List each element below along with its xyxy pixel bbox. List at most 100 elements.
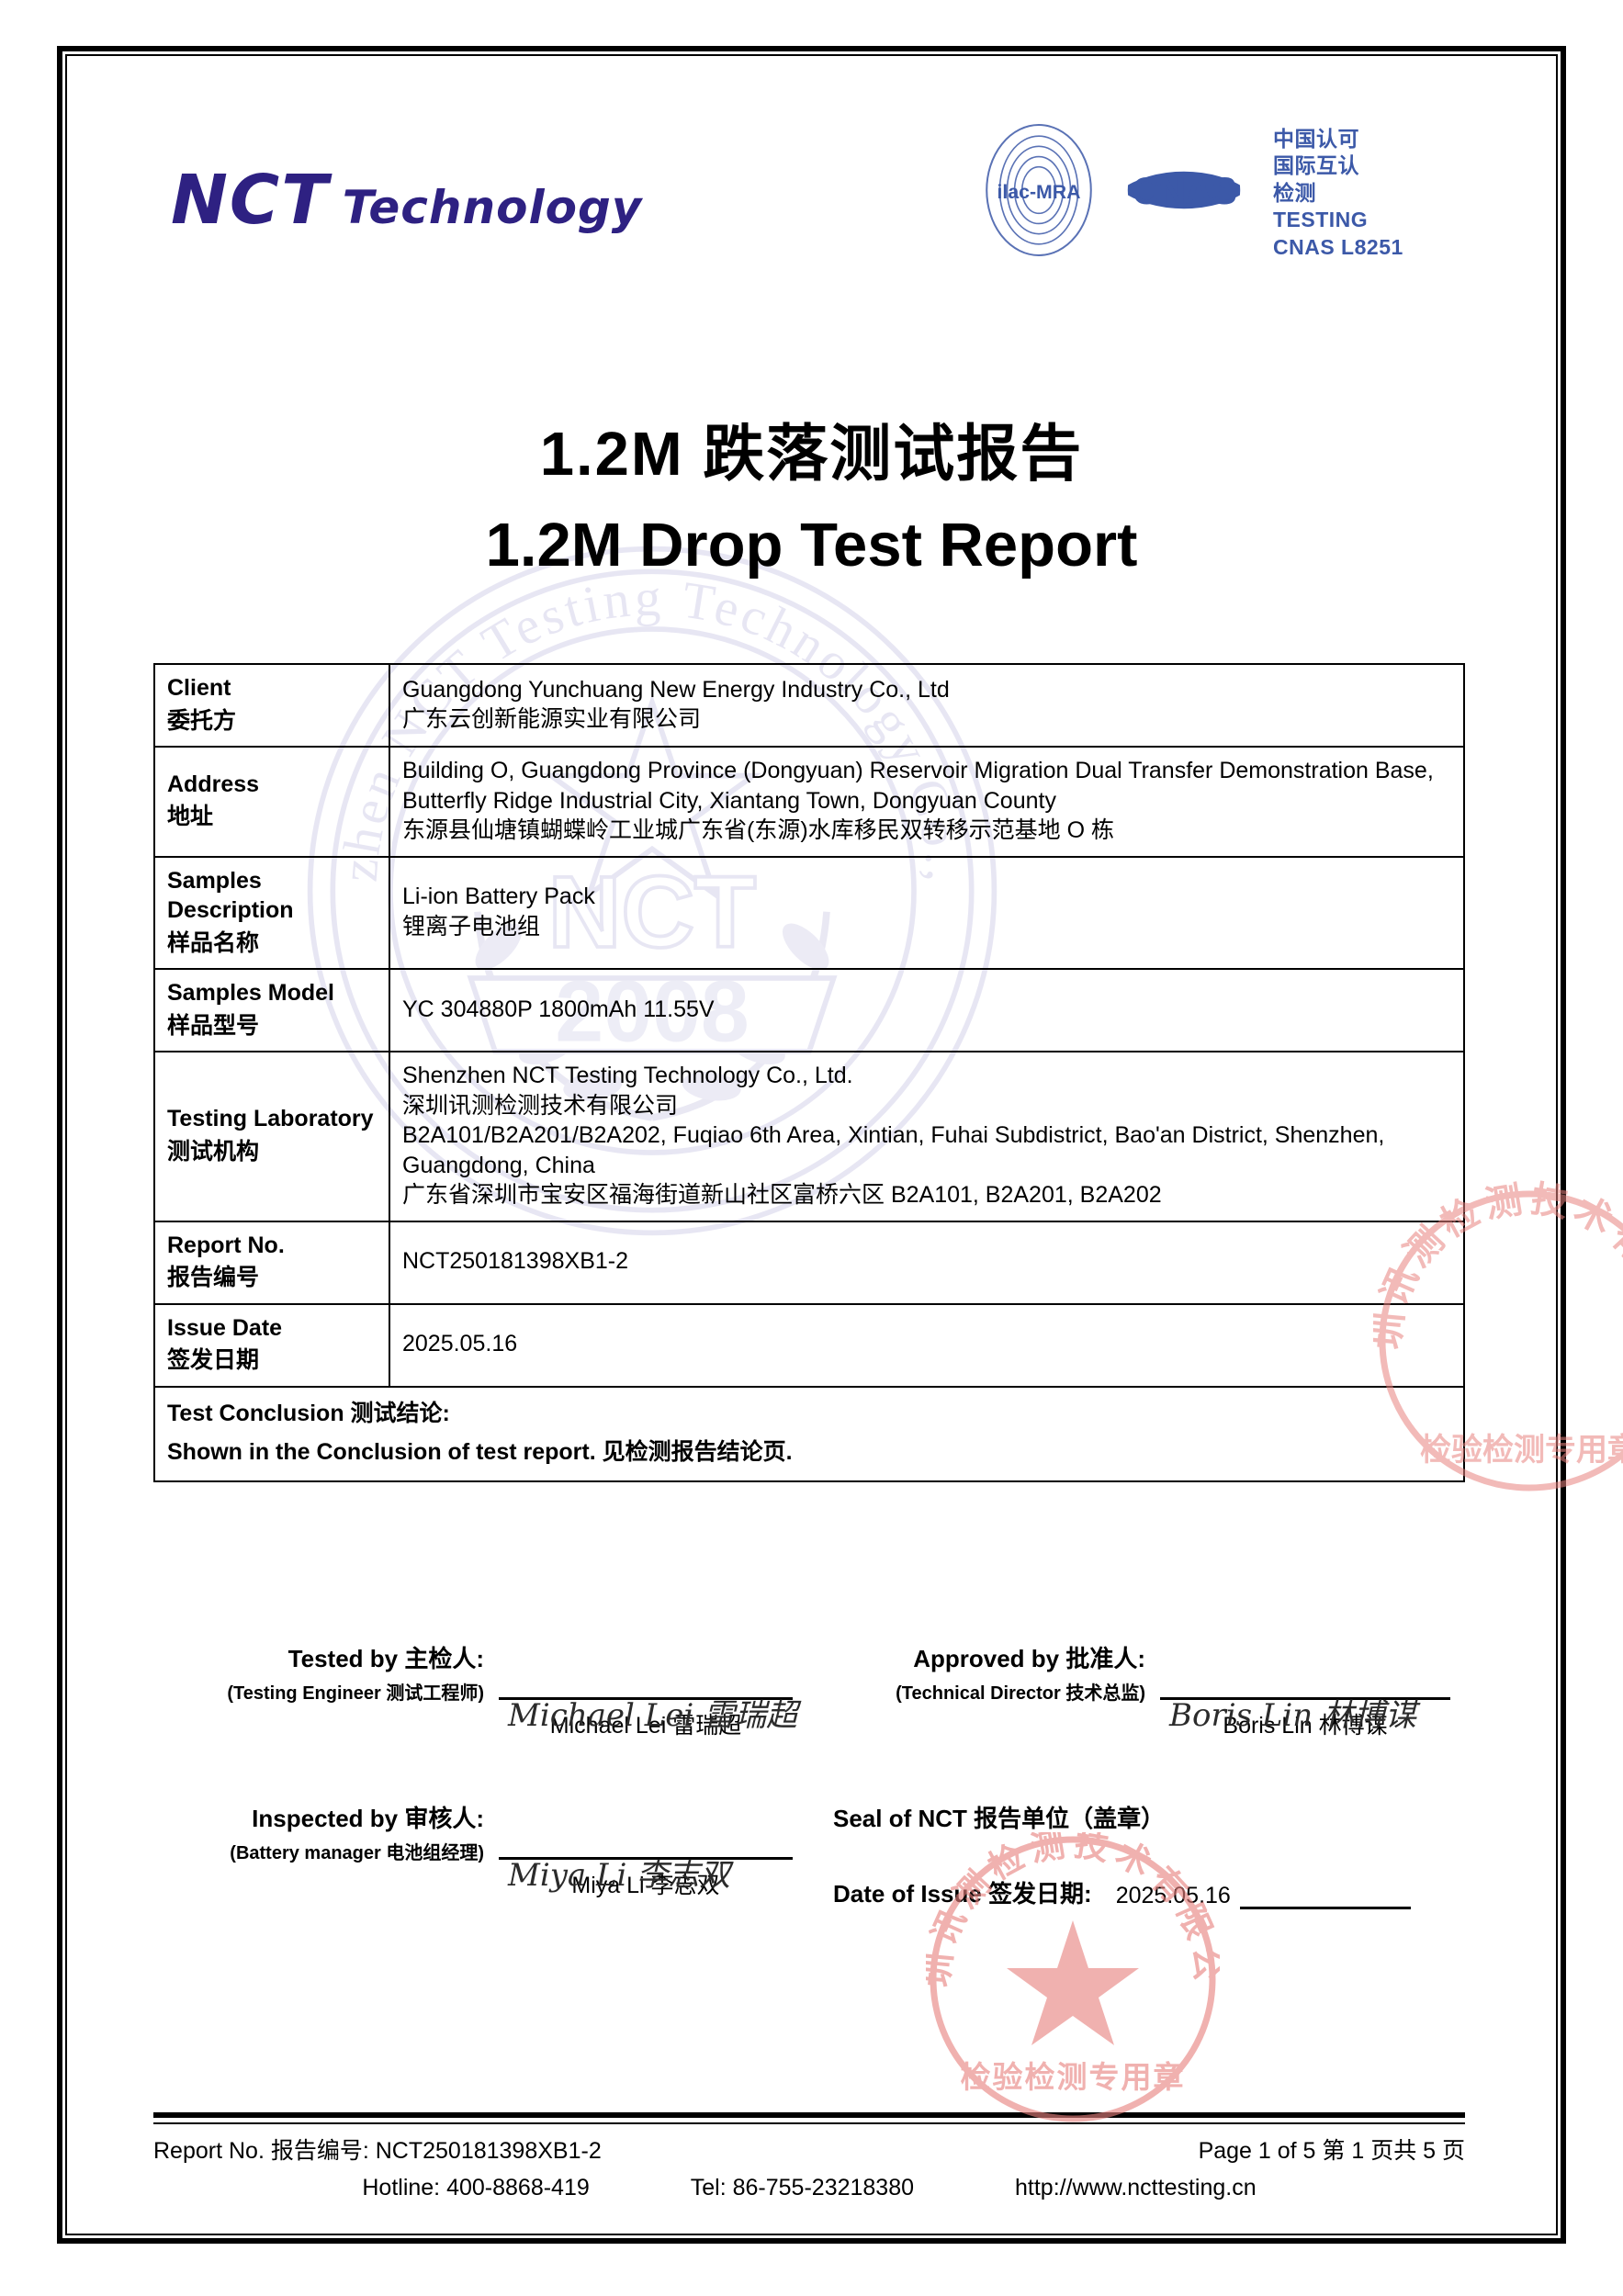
date-of-issue-underline bbox=[1239, 1907, 1411, 1909]
nct-logo: NCT Technology bbox=[171, 161, 642, 240]
lab-name-cn: 深圳讯测检测技术有限公司 bbox=[402, 1092, 679, 1119]
approved-by-title: Approved by 批准人: bbox=[913, 1645, 1145, 1672]
label-en: Address bbox=[167, 771, 260, 797]
seal-of-nct-label: Seal of NCT 报告单位（盖章） bbox=[833, 1805, 1166, 1832]
accreditation-block: ilac-MRA CNAS 中国认可 国际互认 检测 TESTING CNAS … bbox=[983, 122, 1403, 261]
date-of-issue-row: Date of Issue 签发日期: 2025.05.16 bbox=[833, 1875, 1411, 1909]
cnas-icon: CNAS bbox=[1120, 126, 1248, 254]
lab-address-en: B2A101/B2A201/B2A202, Fuqiao 6th Area, X… bbox=[402, 1122, 1385, 1178]
ilac-mra-icon: ilac-MRA bbox=[986, 124, 1092, 256]
table-row-samples-model: Samples Model 样品型号 YC 304880P 1800mAh 11… bbox=[153, 968, 1465, 1052]
approved-by-printed: Boris Lin 林博谋 bbox=[1223, 1713, 1388, 1739]
inspected-by-title: Inspected by 审核人: bbox=[252, 1805, 484, 1832]
row-label-samples-description: Samples Description 样品名称 bbox=[153, 855, 390, 970]
label-cn: 委托方 bbox=[167, 707, 237, 734]
label-cn: 样品型号 bbox=[167, 1012, 260, 1039]
report-title-english: 1.2M Drop Test Report bbox=[485, 511, 1138, 580]
row-value-test-conclusion: Test Conclusion 测试结论: Shown in the Concl… bbox=[153, 1385, 1465, 1482]
signature-area: Tested by 主检人: (Testing Engineer 测试工程师) … bbox=[153, 1607, 1465, 2048]
label-en: Testing Laboratory bbox=[167, 1106, 374, 1132]
footer-hotline: Hotline: 400-8868-419 bbox=[362, 2175, 590, 2200]
logo-sub-text: Technology bbox=[342, 181, 643, 234]
footer-line-1: Report No. 报告编号: NCT250181398XB1-2 Page … bbox=[153, 2133, 1465, 2166]
signature-tested-by: Tested by 主检人: (Testing Engineer 测试工程师) … bbox=[153, 1627, 797, 1740]
footer-rule-thick bbox=[153, 2112, 1465, 2118]
date-of-issue-value: 2025.05.16 bbox=[1115, 1883, 1231, 1908]
row-label-testing-laboratory: Testing Laboratory 测试机构 bbox=[153, 1051, 390, 1222]
tested-by-title: Tested by 主检人: bbox=[287, 1645, 484, 1672]
label-en: Samples Description bbox=[167, 867, 294, 924]
report-title-chinese: 1.2M 跌落测试报告 bbox=[539, 420, 1084, 489]
row-value-testing-laboratory: Shenzhen NCT Testing Technology Co., Ltd… bbox=[389, 1051, 1465, 1222]
row-value-client: Guangdong Yunchuang New Energy Industry … bbox=[389, 663, 1465, 748]
value-cn: 东源县仙塘镇蝴蝶岭工业城广东省(东源)水库移民双转移示范基地 O 栋 bbox=[402, 817, 1114, 843]
label-en: Report No. bbox=[167, 1232, 285, 1258]
inspected-by-caption: Inspected by 审核人: (Battery manager 电池组经理… bbox=[153, 1800, 484, 1864]
page-footer: Report No. 报告编号: NCT250181398XB1-2 Page … bbox=[153, 2133, 1465, 2201]
accreditation-line-0: 中国认可 bbox=[1273, 127, 1359, 151]
label-en: Client bbox=[167, 675, 231, 701]
row-label-samples-model: Samples Model 样品型号 bbox=[153, 968, 390, 1052]
row-value-address: Building O, Guangdong Province (Dongyuan… bbox=[389, 746, 1465, 858]
row-value-samples-description: Li-ion Battery Pack 锂离子电池组 bbox=[389, 855, 1465, 970]
label-cn: 签发日期 bbox=[167, 1347, 260, 1373]
label-en: Issue Date bbox=[167, 1314, 283, 1341]
tested-by-role: (Testing Engineer 测试工程师) bbox=[227, 1683, 484, 1704]
value-cn: 广东云创新能源实业有限公司 bbox=[402, 706, 702, 732]
page-border-outer bbox=[57, 46, 1566, 2244]
inspected-by-signature: Miya Li 李志双 bbox=[508, 1857, 731, 1894]
row-label-client: Client 委托方 bbox=[153, 663, 390, 748]
svg-text:CNAS: CNAS bbox=[1132, 169, 1236, 212]
row-label-address: Address 地址 bbox=[153, 746, 390, 858]
conclusion-body: Shown in the Conclusion of test report. … bbox=[167, 1439, 793, 1465]
footer-line-2: Hotline: 400-8868-419 Tel: 86-755-232183… bbox=[153, 2175, 1465, 2201]
lab-address-cn: 广东省深圳市宝安区福海街道新山社区富桥六区 B2A101, B2A201, B2… bbox=[402, 1182, 1162, 1208]
accreditation-line-3: TESTING bbox=[1273, 208, 1369, 232]
approved-by-line bbox=[1160, 1697, 1450, 1700]
lab-name-en: Shenzhen NCT Testing Technology Co., Ltd… bbox=[402, 1063, 853, 1088]
label-cn: 报告编号 bbox=[167, 1265, 260, 1290]
value-en: 2025.05.16 bbox=[402, 1331, 518, 1357]
accreditation-line-1: 国际互认 bbox=[1273, 153, 1359, 178]
approved-by-signature: Boris Lin 林博谋 bbox=[1169, 1697, 1416, 1734]
date-of-issue-label: Date of Issue 签发日期: bbox=[833, 1880, 1092, 1908]
report-info-table: Client 委托方 Guangdong Yunchuang New Energ… bbox=[153, 663, 1465, 1482]
table-row-testing-laboratory: Testing Laboratory 测试机构 Shenzhen NCT Tes… bbox=[153, 1051, 1465, 1222]
logo-main-text: NCT bbox=[171, 161, 330, 240]
value-en: Guangdong Yunchuang New Energy Industry … bbox=[402, 676, 950, 703]
approved-by-caption: Approved by 批准人: (Technical Director 技术总… bbox=[833, 1640, 1145, 1705]
table-row-address: Address 地址 Building O, Guangdong Provinc… bbox=[153, 746, 1465, 858]
label-cn: 测试机构 bbox=[167, 1138, 260, 1165]
inspected-by-role: (Battery manager 电池组经理) bbox=[230, 1843, 484, 1863]
value-cn: 锂离子电池组 bbox=[402, 913, 541, 940]
table-row-samples-description: Samples Description 样品名称 Li-ion Battery … bbox=[153, 855, 1465, 970]
table-row-client: Client 委托方 Guangdong Yunchuang New Energ… bbox=[153, 663, 1465, 748]
accreditation-line-2: 检测 bbox=[1273, 180, 1316, 205]
row-value-samples-model: YC 304880P 1800mAh 11.55V bbox=[389, 968, 1465, 1052]
row-value-issue-date: 2025.05.16 bbox=[389, 1302, 1465, 1388]
value-en: NCT250181398XB1-2 bbox=[402, 1248, 628, 1275]
tested-by-line bbox=[499, 1697, 793, 1700]
inspected-by-printed: Miya Li 李志双 bbox=[571, 1873, 720, 1898]
table-row-test-conclusion: Test Conclusion 测试结论: Shown in the Concl… bbox=[153, 1385, 1465, 1482]
tested-by-signature: Michael Lei 雷瑞超 bbox=[508, 1697, 798, 1734]
tested-by-slot: Michael Lei 雷瑞超 Michael Lei 雷瑞超 bbox=[499, 1627, 797, 1740]
footer-report-no: Report No. 报告编号: NCT250181398XB1-2 bbox=[153, 2138, 602, 2164]
approved-by-slot: Boris Lin 林博谋 Boris Lin 林博谋 bbox=[1160, 1627, 1450, 1740]
approved-by-role: (Technical Director 技术总监) bbox=[896, 1683, 1145, 1704]
row-label-issue-date: Issue Date 签发日期 bbox=[153, 1302, 390, 1388]
row-label-report-no: Report No. 报告编号 bbox=[153, 1220, 390, 1305]
value-en: YC 304880P 1800mAh 11.55V bbox=[402, 996, 715, 1022]
accreditation-text: 中国认可 国际互认 检测 TESTING CNAS L8251 bbox=[1273, 126, 1403, 261]
svg-text:ilac-MRA: ilac-MRA bbox=[997, 181, 1081, 203]
footer-tel: Tel: 86-755-23218380 bbox=[690, 2175, 915, 2200]
table-row-report-no: Report No. 报告编号 NCT250181398XB1-2 bbox=[153, 1220, 1465, 1305]
table-row-issue-date: Issue Date 签发日期 2025.05.16 bbox=[153, 1302, 1465, 1388]
footer-website: http://www.ncttesting.cn bbox=[1015, 2175, 1257, 2200]
footer-rule-thin bbox=[153, 2122, 1465, 2124]
value-en: Building O, Guangdong Province (Dongyuan… bbox=[402, 758, 1434, 814]
inspected-by-line bbox=[499, 1857, 793, 1860]
page-border-inner bbox=[65, 54, 1558, 2235]
